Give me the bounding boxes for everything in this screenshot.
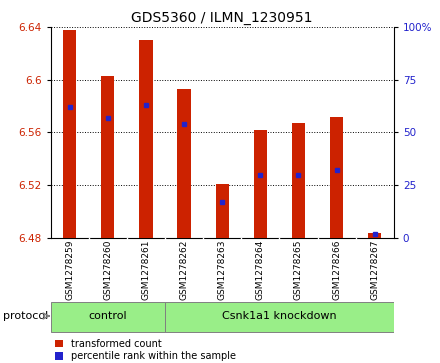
Bar	[368, 232, 381, 238]
Text: Csnk1a1 knockdown: Csnk1a1 knockdown	[222, 311, 337, 321]
Bar	[51, 302, 165, 332]
Text: GSM1278262: GSM1278262	[180, 240, 189, 300]
Text: GSM1278261: GSM1278261	[141, 240, 150, 300]
Text: GSM1278259: GSM1278259	[65, 240, 74, 300]
Bar	[253, 130, 267, 238]
Title: GDS5360 / ILMN_1230951: GDS5360 / ILMN_1230951	[132, 11, 313, 25]
Text: GSM1278265: GSM1278265	[294, 240, 303, 300]
Text: GSM1278263: GSM1278263	[218, 240, 227, 300]
Text: GSM1278260: GSM1278260	[103, 240, 112, 300]
Text: GSM1278266: GSM1278266	[332, 240, 341, 300]
Text: control: control	[88, 311, 127, 321]
Text: GSM1278267: GSM1278267	[370, 240, 379, 300]
Bar	[165, 302, 394, 332]
Bar	[177, 89, 191, 238]
Bar	[292, 123, 305, 238]
Text: protocol: protocol	[4, 311, 49, 321]
Bar	[139, 40, 153, 238]
Bar	[216, 184, 229, 238]
Text: GSM1278264: GSM1278264	[256, 240, 265, 300]
Bar	[63, 30, 77, 238]
Bar	[330, 117, 343, 238]
Legend: transformed count, percentile rank within the sample: transformed count, percentile rank withi…	[55, 339, 236, 361]
Bar	[101, 76, 114, 238]
